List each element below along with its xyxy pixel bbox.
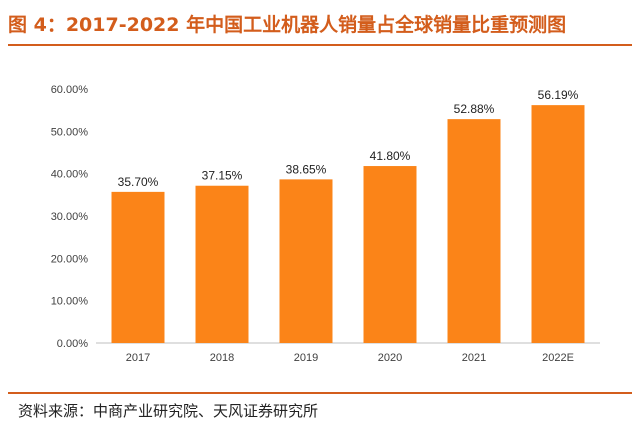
x-tick-label: 2017 — [126, 352, 150, 364]
bar-data-label: 35.70% — [118, 175, 159, 189]
bar — [279, 179, 333, 343]
source-divider — [8, 392, 632, 394]
x-tick-label: 2022E — [542, 352, 574, 364]
y-tick-label: 20.00% — [51, 253, 89, 265]
bar-data-label: 41.80% — [370, 149, 411, 163]
y-tick-label: 60.00% — [51, 84, 89, 96]
y-tick-label: 30.00% — [51, 211, 89, 223]
bar-data-label: 37.15% — [202, 169, 243, 183]
title-divider — [8, 44, 632, 46]
bar — [195, 185, 249, 343]
chart-title: 图 4：2017-2022 年中国工业机器人销量占全球销量比重预测图 — [8, 14, 567, 36]
x-axis-ticks: 2017 2018 2019 2020 2021 2022E — [126, 352, 574, 364]
y-axis-ticks: 0.00% 10.00% 20.00% 30.00% 40.00% 50.00% 60.00… — [51, 84, 89, 350]
data-labels: 35.70% 37.15% 38.65% 41.80% 52.88% 56.19% — [118, 88, 579, 189]
bar-data-label: 38.65% — [286, 162, 327, 176]
y-tick-label: 10.00% — [51, 296, 89, 308]
x-tick-label: 2018 — [210, 352, 234, 364]
y-tick-label: 50.00% — [51, 126, 89, 138]
bar-data-label: 52.88% — [454, 102, 495, 116]
bar — [531, 105, 585, 343]
x-tick-label: 2020 — [378, 352, 402, 364]
bars — [111, 105, 585, 344]
bar — [363, 166, 417, 343]
y-tick-label: 0.00% — [57, 338, 88, 350]
bar-data-label: 56.19% — [538, 88, 579, 102]
y-tick-label: 40.00% — [51, 169, 89, 181]
x-tick-label: 2019 — [294, 352, 318, 364]
source-note: 资料来源：中商产业研究院、天风证券研究所 — [18, 402, 319, 420]
bar — [111, 191, 165, 343]
x-tick-label: 2021 — [462, 352, 486, 364]
bar — [447, 119, 501, 344]
bar-chart: 0.00% 10.00% 20.00% 30.00% 40.00% 50.00% 60.00… — [51, 84, 600, 364]
